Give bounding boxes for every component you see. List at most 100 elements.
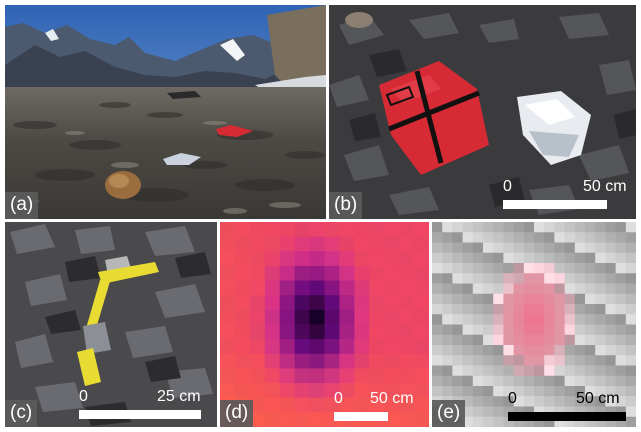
thermal-pixel: [414, 222, 429, 238]
thermal-pixel: [324, 265, 341, 282]
image-pixel: [442, 314, 453, 326]
image-pixel: [564, 416, 576, 427]
thermal-pixel: [414, 383, 429, 399]
thermal-pixel: [354, 353, 370, 370]
thermal-pixel: [354, 368, 370, 384]
image-pixel: [503, 375, 515, 387]
image-pixel: [595, 314, 606, 326]
image-pixel: [585, 304, 596, 315]
thermal-pixel: [279, 295, 296, 311]
image-pixel: [574, 283, 586, 295]
image-pixel: [462, 252, 474, 264]
image-pixel: [605, 273, 617, 285]
thermal-pixel: [234, 383, 251, 399]
image-pixel: [493, 242, 504, 254]
thermal-pixel: [339, 397, 355, 413]
thermal-pixel: [264, 368, 281, 384]
thermal-pixel: [384, 383, 400, 399]
image-pixel: [503, 324, 515, 336]
image-pixel: [523, 314, 535, 326]
thermal-pixel: [279, 251, 296, 267]
image-pixel: [544, 396, 555, 408]
thermal-pixel: [414, 412, 429, 427]
thermal-pixel: [324, 324, 341, 340]
thermal-pixel: [294, 397, 311, 413]
thermal-pixel: [399, 280, 415, 296]
image-pixel: [564, 406, 576, 418]
thermal-pixel: [399, 222, 415, 238]
image-pixel: [442, 252, 453, 264]
image-pixel: [554, 355, 566, 367]
scale-bar: 0 50 cm: [501, 178, 627, 218]
image-pixel: [585, 416, 596, 427]
thermal-pixel: [279, 309, 296, 326]
thermal-pixel: [384, 339, 400, 355]
thermal-pixel: [264, 412, 281, 427]
image-pixel: [574, 252, 586, 264]
image-pixel: [544, 252, 555, 264]
image-pixel: [564, 345, 576, 356]
image-pixel: [595, 273, 606, 285]
panel-label: (e): [432, 400, 466, 427]
image-pixel: [615, 355, 627, 367]
image-pixel: [462, 324, 474, 336]
image-pixel: [595, 345, 606, 356]
thermal-pixel: [294, 383, 311, 399]
thermal-pixel: [249, 280, 266, 296]
image-pixel: [605, 416, 617, 427]
image-pixel: [523, 386, 535, 397]
image-pixel: [442, 324, 453, 336]
image-pixel: [462, 334, 474, 346]
image-pixel: [574, 263, 586, 274]
image-pixel: [472, 324, 484, 336]
thermal-pixel: [354, 324, 370, 340]
image-pixel: [554, 222, 566, 233]
image-pixel: [615, 416, 627, 427]
image-pixel: [534, 416, 545, 427]
image-pixel: [462, 416, 474, 427]
image-pixel: [625, 273, 636, 285]
thermal-pixel: [279, 280, 296, 296]
image-pixel: [513, 232, 525, 244]
image-pixel: [625, 232, 636, 244]
thermal-pixel: [264, 280, 281, 296]
image-pixel: [605, 396, 617, 408]
image-pixel: [544, 304, 555, 315]
image-pixel: [452, 345, 464, 356]
image-pixel: [503, 293, 515, 305]
image-pixel: [605, 324, 617, 336]
image-pixel: [564, 252, 576, 264]
thermal-pixel: [399, 324, 415, 340]
thermal-pixel: [249, 236, 266, 252]
thermal-pixel: [234, 236, 251, 252]
thermal-pixel: [249, 265, 266, 282]
image-pixel: [513, 345, 525, 356]
image-pixel: [605, 314, 617, 326]
image-pixel: [544, 365, 555, 377]
thermal-pixel: [309, 412, 326, 427]
image-pixel: [554, 396, 566, 408]
image-pixel: [625, 386, 636, 397]
image-pixel: [625, 314, 636, 326]
thermal-pixel: [264, 353, 281, 370]
image-pixel: [452, 263, 464, 274]
image-pixel: [585, 375, 596, 387]
thermal-pixel: [399, 309, 415, 326]
image-pixel: [493, 334, 504, 346]
image-pixel: [462, 232, 474, 244]
image-pixel: [503, 242, 515, 254]
image-pixel: [574, 406, 586, 418]
image-pixel: [513, 355, 525, 367]
thermal-pixel: [294, 265, 311, 282]
image-pixel: [513, 396, 525, 408]
image-pixel: [605, 386, 617, 397]
thermal-pixel: [414, 295, 429, 311]
image-pixel: [472, 242, 484, 254]
thermal-pixel: [220, 236, 236, 252]
thermal-pixel: [414, 353, 429, 370]
image-pixel: [564, 375, 576, 387]
image-pixel: [554, 283, 566, 295]
image-pixel: [513, 324, 525, 336]
image-pixel: [452, 386, 464, 397]
image-pixel: [452, 283, 464, 295]
